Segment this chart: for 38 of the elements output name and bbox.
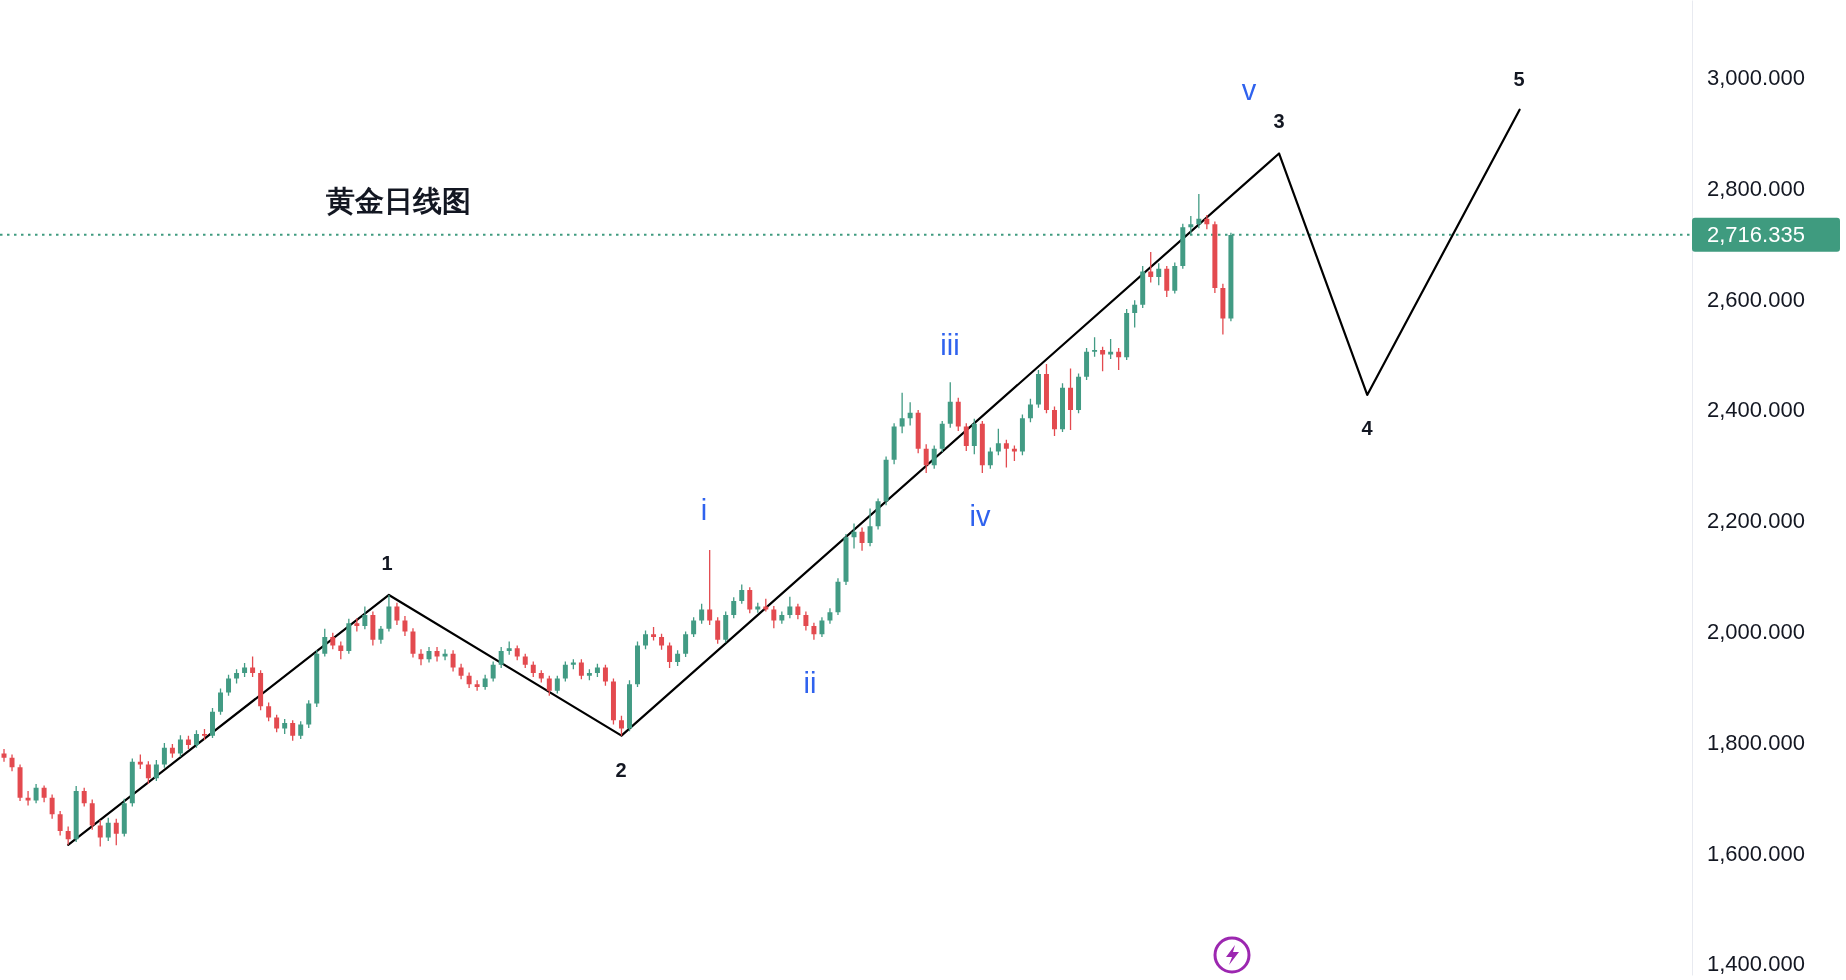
candlestick [899, 392, 905, 434]
annotation: iii [940, 329, 960, 361]
candlestick [811, 622, 817, 640]
annotation: 2 [615, 759, 627, 781]
y-tick-label: 1,400.000 [1707, 951, 1805, 977]
y-tick-label: 1,600.000 [1707, 840, 1805, 866]
candlestick [867, 508, 873, 547]
y-tick-label: 2,600.000 [1707, 286, 1805, 312]
annotation: v [1241, 74, 1257, 106]
candlestick [1, 748, 7, 762]
annotation: 3 [1273, 110, 1285, 132]
candlestick [787, 596, 793, 619]
candlestick [434, 647, 440, 662]
candlestick [1204, 214, 1210, 230]
annotation: i [700, 494, 708, 526]
annotation: iv [969, 500, 991, 532]
y-tick-label: 3,000.000 [1707, 65, 1805, 91]
candlestick [362, 606, 368, 630]
annotation: 1 [381, 552, 393, 574]
candlestick [851, 523, 857, 549]
y-tick-label: 2,000.000 [1707, 619, 1805, 645]
text: 黄金日线图 [324, 185, 471, 217]
annotation: ii [803, 667, 817, 699]
annotation: 5 [1513, 68, 1525, 90]
annotation: 4 [1361, 417, 1374, 439]
candlestick [827, 608, 833, 624]
ref-line-label: 2,716.335 [1707, 222, 1805, 248]
y-tick-label: 1,800.000 [1707, 729, 1805, 755]
candlestick [859, 527, 865, 551]
candlestick [426, 647, 432, 663]
candlestick [402, 616, 408, 636]
candlestick [25, 791, 31, 806]
y-tick-label: 2,800.000 [1707, 175, 1805, 201]
y-tick-label: 2,200.000 [1707, 508, 1805, 534]
line-series [67, 108, 1521, 846]
candlestick [442, 649, 448, 661]
candlestick [474, 680, 480, 691]
y-tick-label: 2,400.000 [1707, 397, 1805, 423]
